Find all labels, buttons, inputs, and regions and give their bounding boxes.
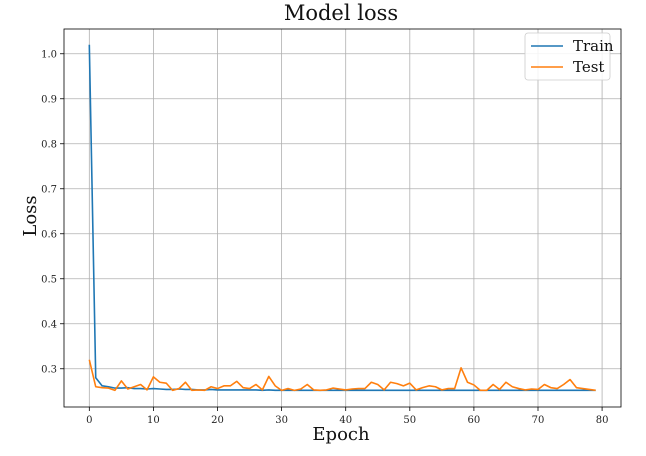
x-tick-label: 50 xyxy=(403,415,416,426)
y-tick-label: 0.3 xyxy=(41,364,57,375)
legend-label-train: Train xyxy=(573,37,614,55)
y-tick-label: 0.6 xyxy=(41,229,57,240)
y-tick-label: 0.9 xyxy=(41,94,57,105)
x-tick-label: 0 xyxy=(86,415,92,426)
y-tick-label: 1.0 xyxy=(41,49,57,60)
x-tick-label: 60 xyxy=(468,415,481,426)
y-tick-label: 0.5 xyxy=(41,274,57,285)
y-axis-label: Loss xyxy=(20,195,41,236)
x-tick-label: 10 xyxy=(147,415,160,426)
tick-labels: 0 10 20 30 40 50 60 70 80 0.3 0.4 0.5 0.6 0.7 0.8 0.9 1.… xyxy=(41,49,608,426)
x-tick-label: 20 xyxy=(211,415,224,426)
legend-label-test: Test xyxy=(573,58,604,76)
x-axis-label: Epoch xyxy=(312,424,370,445)
grid xyxy=(64,29,621,407)
x-tick-label: 80 xyxy=(596,415,609,426)
x-tick-label: 70 xyxy=(532,415,545,426)
tick-marks xyxy=(60,53,603,411)
y-tick-label: 0.4 xyxy=(41,319,57,330)
y-tick-label: 0.8 xyxy=(41,139,57,150)
legend: Train Test xyxy=(524,32,614,81)
chart-title: Model loss xyxy=(284,1,398,25)
x-tick-label: 40 xyxy=(339,415,352,426)
series-lines xyxy=(88,44,596,392)
x-tick-label: 30 xyxy=(275,415,288,426)
series-line-test xyxy=(88,359,596,392)
plot-frame xyxy=(63,28,622,408)
legend-box xyxy=(524,32,611,81)
y-tick-label: 0.7 xyxy=(41,184,57,195)
